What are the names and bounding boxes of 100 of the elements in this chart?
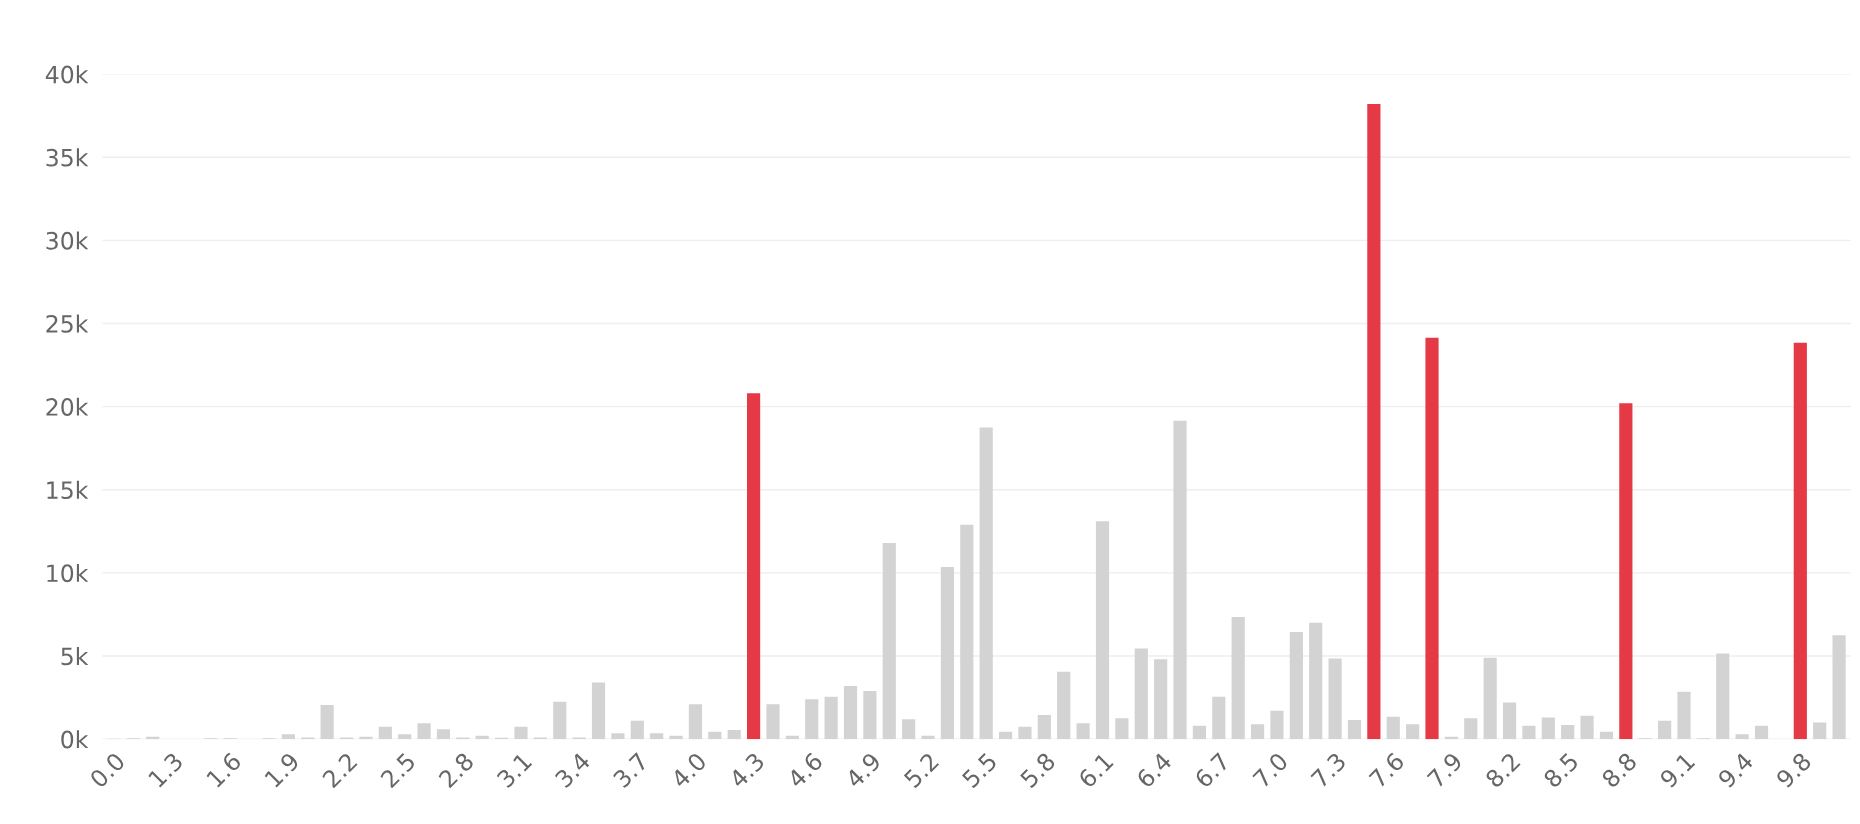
x-tick-label: 1.6	[205, 751, 243, 788]
bar	[1212, 696, 1226, 740]
bar	[553, 701, 567, 740]
bar	[1754, 725, 1769, 740]
bar	[863, 690, 877, 740]
bar	[1076, 723, 1090, 740]
bar	[1347, 720, 1362, 740]
x-tick-label: 7.0	[1252, 751, 1289, 789]
x-tick-label: 8.5	[1542, 751, 1580, 789]
bar	[1483, 657, 1497, 740]
bar	[824, 696, 838, 740]
x-tick-label: 4.9	[844, 751, 882, 789]
bar	[320, 705, 334, 740]
bar	[611, 733, 625, 740]
x-tick-label: 2.2	[321, 752, 358, 789]
x-tick-label: 4.0	[670, 751, 708, 789]
x-tick-label: 3.1	[496, 752, 533, 789]
x-tick-label: 1.9	[263, 751, 301, 788]
bar	[998, 731, 1013, 740]
bar	[805, 699, 819, 740]
bar	[281, 734, 295, 740]
bar	[940, 567, 955, 740]
bar	[1192, 725, 1206, 740]
bar	[1037, 715, 1051, 740]
x-tick-label: 8.2	[1484, 752, 1521, 789]
x-tick-label: 9.8	[1775, 751, 1813, 789]
bar	[650, 733, 664, 740]
bar	[1658, 720, 1672, 740]
bar	[1134, 648, 1148, 740]
bar	[669, 735, 683, 740]
bar	[747, 393, 761, 740]
y-tick-label: 10k	[47, 563, 89, 583]
x-tick-label: 7.3	[1310, 751, 1347, 789]
bar	[960, 524, 974, 740]
bar	[979, 427, 993, 740]
bar	[1425, 337, 1439, 740]
y-tick-label: 0k	[61, 730, 89, 749]
bar	[1367, 104, 1381, 740]
bar	[1619, 403, 1633, 740]
bar	[436, 729, 451, 740]
x-tick-label: 7.6	[1368, 751, 1406, 789]
bar	[514, 726, 528, 740]
bar	[378, 726, 392, 740]
bar	[902, 719, 916, 740]
y-tick-label: 30k	[46, 231, 89, 250]
bar	[1541, 717, 1555, 740]
bar	[398, 734, 412, 740]
x-tick-label: 4.6	[786, 751, 824, 789]
bar	[708, 731, 722, 740]
bar	[882, 542, 896, 740]
bar	[1270, 710, 1284, 740]
bar	[1832, 635, 1846, 740]
bar	[766, 704, 780, 740]
bar	[1173, 420, 1187, 740]
bar	[1677, 691, 1691, 740]
x-tick-label: 5.2	[903, 752, 940, 789]
bar	[1289, 631, 1303, 740]
y-tick-label: 25k	[46, 314, 89, 333]
bar	[1057, 671, 1071, 740]
y-tick-label: 40k	[45, 65, 89, 84]
bar	[1115, 718, 1129, 740]
bar	[688, 704, 703, 740]
x-tick-label: 2.5	[379, 751, 417, 789]
bar	[1522, 725, 1536, 740]
y-tick-label: 15k	[47, 480, 89, 500]
bar	[591, 682, 606, 740]
x-tick-label: 6.4	[1135, 751, 1173, 789]
bar	[1735, 734, 1749, 740]
bar	[1793, 342, 1807, 740]
y-tick-label: 35k	[46, 148, 89, 167]
x-tick-label: 2.8	[437, 751, 475, 789]
x-tick-label: 3.7	[612, 751, 649, 789]
bar	[630, 720, 644, 740]
x-tick-label: 3.4	[554, 751, 592, 789]
y-tick-label: 20k	[46, 397, 89, 416]
x-tick-label: 8.8	[1600, 751, 1638, 789]
bar	[1502, 702, 1517, 740]
x-tick-label: 4.3	[728, 751, 766, 789]
x-tick-label: 9.1	[1658, 752, 1696, 789]
x-tick-label: 0.0	[88, 751, 126, 789]
bar	[1406, 724, 1420, 740]
x-tick-label: 6.1	[1077, 752, 1114, 789]
bar	[1328, 658, 1342, 740]
bar	[1561, 725, 1575, 740]
bar	[727, 729, 741, 740]
bar	[1464, 718, 1478, 740]
bar	[1309, 622, 1323, 740]
bar	[1154, 659, 1168, 740]
x-tick-label: 9.4	[1716, 751, 1755, 789]
x-tick-label: 5.8	[1019, 751, 1057, 789]
bar	[1580, 715, 1594, 740]
y-tick-label: 5k	[61, 647, 89, 666]
bar	[1813, 722, 1827, 740]
bar	[1231, 616, 1245, 740]
x-tick-label: 1.3	[147, 751, 184, 788]
x-tick-label: 7.9	[1426, 751, 1464, 789]
x-tick-label: 6.7	[1193, 751, 1231, 789]
bar	[1716, 653, 1730, 740]
bar	[1599, 731, 1614, 740]
bar	[921, 735, 935, 740]
